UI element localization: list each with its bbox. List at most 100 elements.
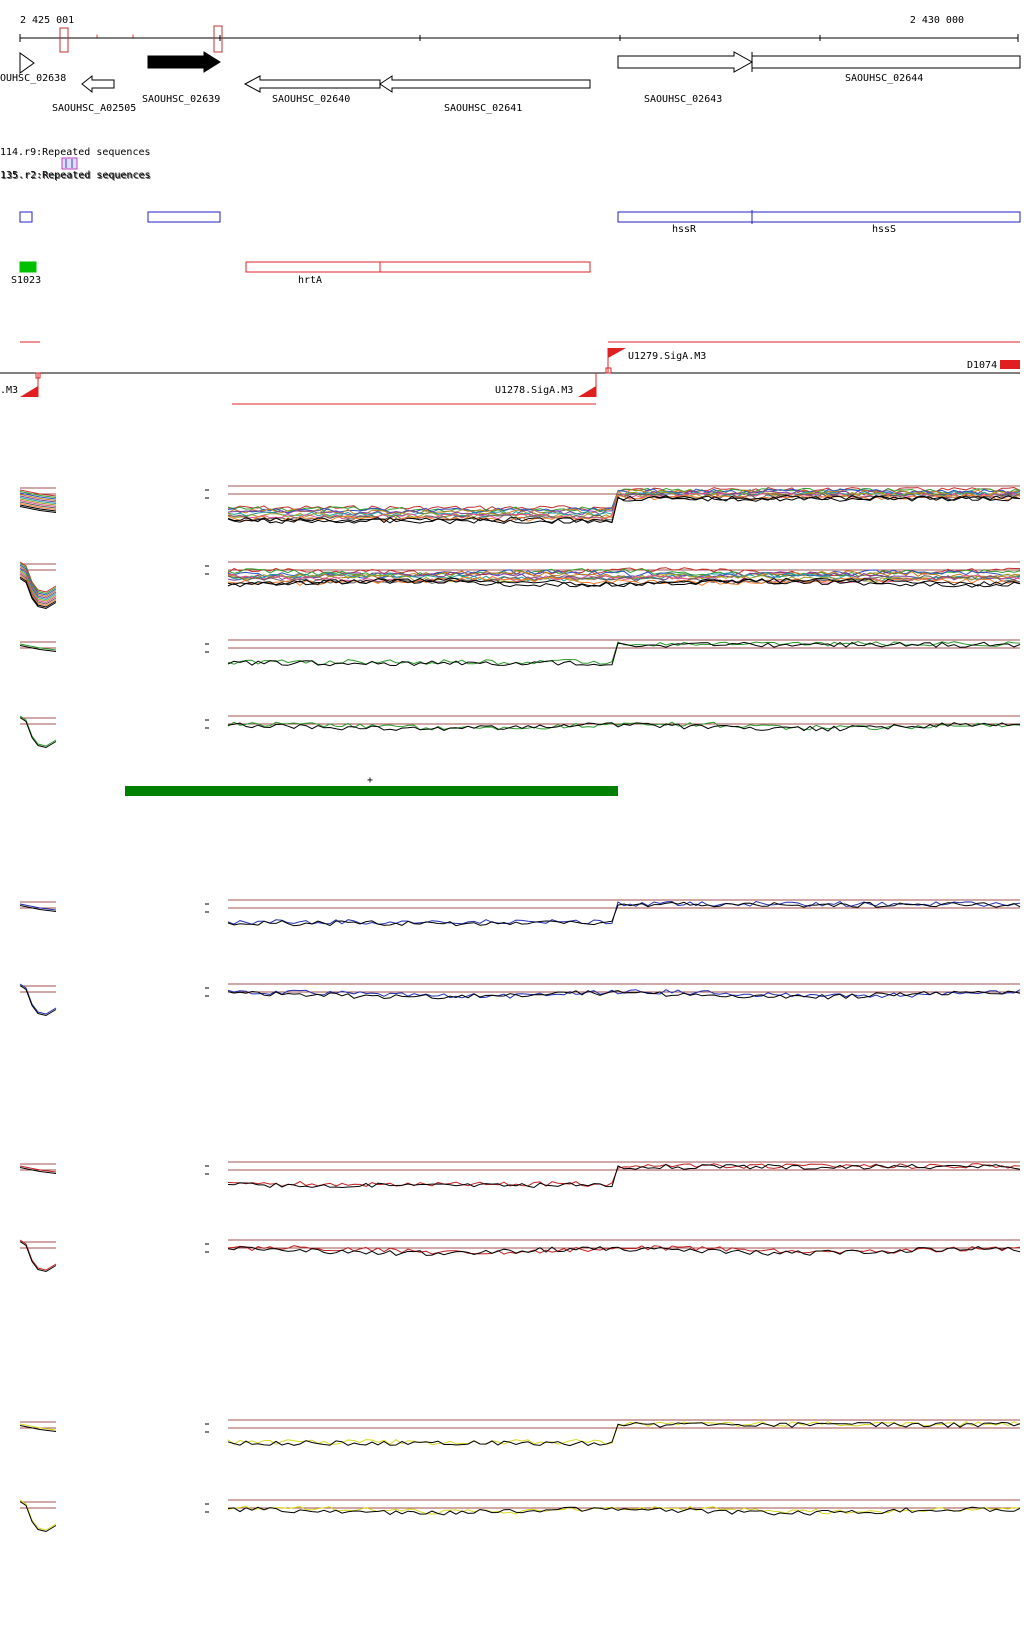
profile-line — [227, 1421, 1021, 1447]
green-feature-S1023[interactable] — [19, 261, 37, 273]
blue-feature[interactable] — [147, 211, 221, 223]
gene-label-A02505: SAOUHSC_A02505 — [52, 103, 136, 114]
repeat-label: 135.r2:Repeated sequences — [0, 170, 151, 181]
gene-label-02641: SAOUHSC_02641 — [444, 103, 522, 114]
blue-feature-track: hssR hssS — [19, 210, 1021, 235]
profile-line — [227, 494, 1021, 524]
gene-arrow-02643[interactable] — [617, 51, 754, 73]
green-bar-marker: + — [367, 775, 373, 786]
profile-line — [227, 1163, 1021, 1189]
profile-line — [227, 1421, 1021, 1446]
feature-label-hrtA: hrtA — [298, 275, 322, 286]
terminator-label-D1074: D1074 — [967, 360, 997, 371]
mini-profile-line — [19, 573, 57, 605]
promoter-track: U1279.SigA.M3 D1074 .M3 U1278.SigA.M3 — [0, 341, 1020, 405]
mini-profile-line — [19, 572, 57, 604]
blue-feature[interactable] — [19, 211, 33, 223]
promoter-label-U1278: U1278.SigA.M3 — [495, 385, 573, 396]
profile-line — [227, 1505, 1021, 1515]
gene-label-02639: SAOUHSC_02639 — [142, 94, 220, 105]
blue-feature-hssR[interactable] — [617, 211, 753, 223]
profile-line — [227, 487, 1021, 513]
profile-line — [227, 488, 1021, 514]
mini-profile-line — [19, 489, 57, 497]
profile-line — [227, 900, 1021, 925]
mini-profile-line — [19, 569, 57, 601]
gene-label-02644: SAOUHSC_02644 — [845, 73, 923, 84]
mini-profile-line — [19, 492, 57, 500]
blue-feature-label-hssS: hssS — [872, 224, 896, 235]
mini-profile-line — [19, 1425, 57, 1432]
profile-line — [227, 721, 1021, 731]
gene-arrow-02638[interactable] — [19, 52, 35, 74]
promoter-anchor — [605, 367, 612, 374]
mini-profile-line — [19, 575, 57, 607]
profile-line — [227, 494, 1021, 522]
gene-arrow-02641[interactable] — [379, 75, 591, 93]
mini-profile-line — [19, 1499, 57, 1531]
mini-profile-line — [19, 500, 57, 507]
mini-profile-line — [19, 643, 57, 651]
gene-arrow-A02505[interactable] — [81, 74, 115, 94]
profile-line — [227, 574, 1021, 584]
mini-profile-line — [19, 566, 57, 598]
gene-label-02638: OUHSC_02638 — [0, 73, 66, 84]
mini-profile-line — [19, 495, 57, 503]
mini-profile-line — [19, 985, 57, 1017]
mini-profile-line — [19, 578, 57, 610]
promoter-flag[interactable] — [608, 348, 626, 358]
promoter-label-U1279: U1279.SigA.M3 — [628, 351, 706, 362]
profile-line — [227, 495, 1021, 525]
mini-profile-line — [19, 717, 57, 749]
mini-profile-line — [19, 561, 57, 593]
gene-label-02640: SAOUHSC_02640 — [272, 94, 350, 105]
gene-arrow-02640[interactable] — [243, 75, 381, 93]
profile-line — [227, 575, 1021, 585]
profile-line — [227, 578, 1021, 588]
green-bar-track: + — [125, 775, 618, 796]
mini-profile-line — [19, 494, 57, 501]
gene-arrow-02639[interactable] — [147, 51, 221, 73]
promoter-flag[interactable] — [578, 386, 596, 397]
mini-profile-line — [19, 576, 57, 608]
mini-profile-line — [19, 504, 57, 512]
green-bar[interactable] — [125, 786, 618, 796]
mini-profile-line — [19, 570, 57, 602]
red-feature-hrtA[interactable] — [245, 261, 591, 273]
gene-track: OUHSC_02638 SAOUHSC_A02505 SAOUHSC_02639… — [0, 51, 1021, 114]
mini-profile-line — [19, 1241, 57, 1273]
profile-line — [227, 901, 1021, 927]
mini-profile-line — [19, 503, 57, 510]
mini-profile-line — [19, 564, 57, 596]
mini-profile-line — [19, 983, 57, 1015]
mini-profile-line — [19, 903, 57, 911]
profile-line — [227, 640, 1021, 666]
terminator-D1074[interactable] — [1000, 360, 1020, 369]
profile-line — [227, 569, 1021, 579]
profile-line — [227, 1245, 1021, 1255]
profile-line — [227, 492, 1021, 520]
mini-profile-line — [19, 645, 57, 652]
mini-profile-line — [19, 563, 57, 595]
mini-profile-line — [19, 1165, 57, 1173]
profile-line — [227, 641, 1021, 667]
profile-line — [227, 568, 1021, 578]
regulatory-feature-track: S1023 hrtA — [11, 261, 591, 286]
ruler-repeat-box[interactable] — [59, 27, 69, 53]
gene-arrow-02644[interactable] — [751, 55, 1021, 69]
promoter-anchor — [35, 372, 41, 379]
expression-profiles — [19, 485, 1021, 1533]
blue-feature-hssS[interactable] — [751, 211, 1021, 223]
ruler-repeat-box[interactable] — [213, 25, 223, 53]
repeat-label: 114.r9:Repeated sequences — [0, 147, 151, 158]
profile-line — [227, 990, 1021, 1000]
gene-label-02643: SAOUHSC_02643 — [644, 94, 722, 105]
promoter-flag[interactable] — [20, 386, 38, 397]
mini-profile-line — [19, 1239, 57, 1271]
mini-profile-line — [19, 497, 57, 504]
repeat-box[interactable] — [61, 157, 78, 170]
mini-profile-line — [19, 1423, 57, 1431]
coordinate-ruler: 2 425 001 2 430 000 — [19, 15, 1019, 53]
